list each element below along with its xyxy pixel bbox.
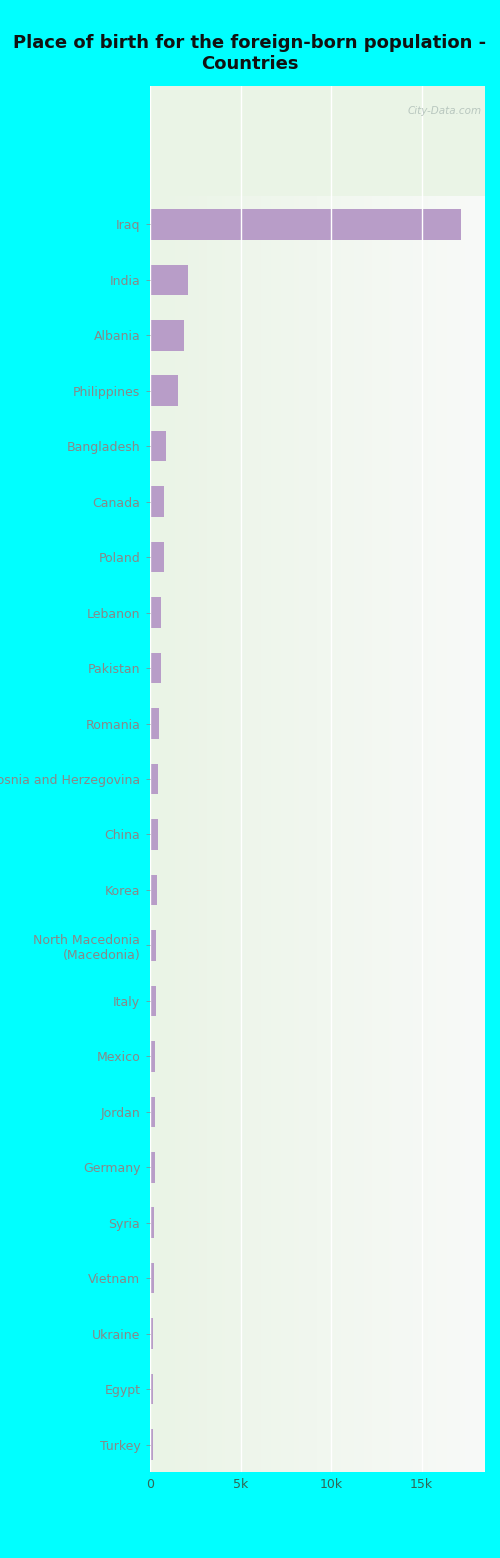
Bar bbox=[150, 874, 157, 905]
Bar bbox=[150, 432, 166, 461]
Bar bbox=[150, 1151, 154, 1183]
Bar bbox=[150, 763, 158, 795]
Bar bbox=[150, 542, 164, 572]
Text: City-Data.com: City-Data.com bbox=[408, 106, 482, 117]
Bar bbox=[150, 1318, 154, 1349]
Bar bbox=[150, 930, 156, 961]
Bar bbox=[150, 1264, 154, 1293]
Bar bbox=[150, 709, 160, 738]
Text: Place of birth for the foreign-born population -
Countries: Place of birth for the foreign-born popu… bbox=[14, 34, 486, 73]
Bar bbox=[150, 486, 164, 517]
Bar bbox=[150, 375, 178, 407]
Bar bbox=[150, 1429, 152, 1460]
Bar bbox=[150, 319, 184, 351]
Bar bbox=[150, 1041, 156, 1072]
Bar bbox=[150, 1097, 155, 1126]
Bar bbox=[150, 653, 160, 684]
Bar bbox=[150, 265, 188, 294]
Bar bbox=[150, 1207, 154, 1239]
Bar bbox=[150, 1374, 153, 1404]
Bar bbox=[150, 209, 462, 240]
Bar bbox=[150, 986, 156, 1016]
Bar bbox=[150, 597, 161, 628]
Bar bbox=[150, 820, 158, 849]
